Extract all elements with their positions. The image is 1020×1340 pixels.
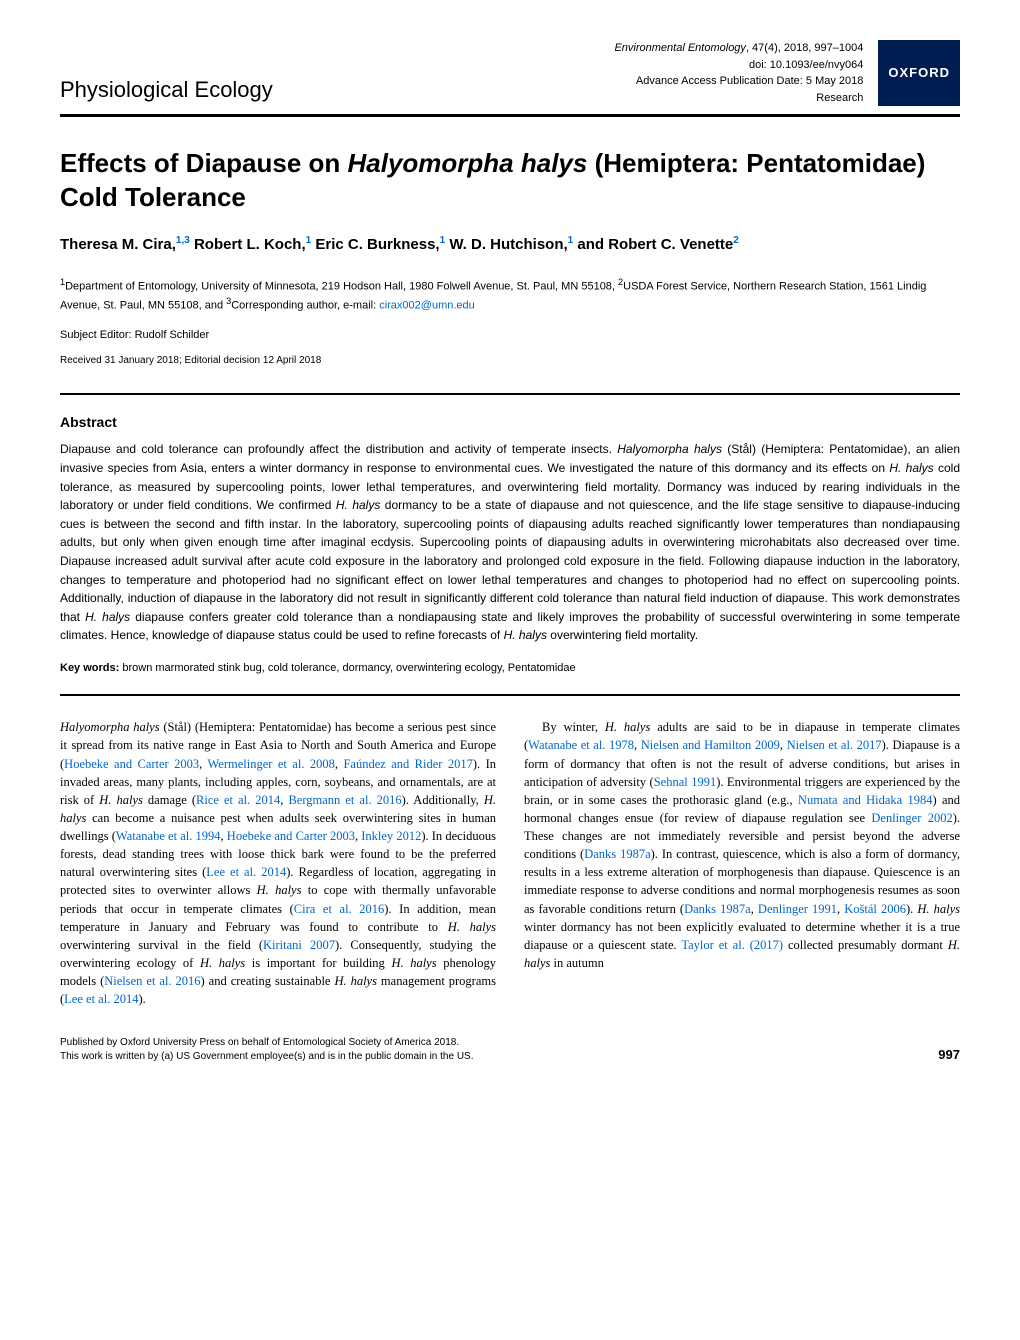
keywords-text: brown marmorated stink bug, cold toleran… bbox=[119, 662, 575, 674]
divider bbox=[60, 393, 960, 395]
header-right: Environmental Entomology, 47(4), 2018, 9… bbox=[614, 40, 960, 106]
article-type: Research bbox=[614, 90, 863, 107]
doi: doi: 10.1093/ee/nvy064 bbox=[614, 57, 863, 74]
journal-name: Environmental Entomology bbox=[614, 42, 745, 54]
keywords: Key words: brown marmorated stink bug, c… bbox=[60, 661, 960, 676]
abstract-text: Diapause and cold tolerance can profound… bbox=[60, 440, 960, 645]
body-text: Halyomorpha halys (Stål) (Hemiptera: Pen… bbox=[60, 718, 960, 1008]
copyright-line: This work is written by (a) US Governmen… bbox=[60, 1050, 474, 1064]
subject-editor: Subject Editor: Rudolf Schilder bbox=[60, 328, 960, 343]
publisher-badge: OXFORD bbox=[878, 40, 960, 106]
body-paragraph: Halyomorpha halys (Stål) (Hemiptera: Pen… bbox=[60, 718, 496, 1008]
journal-meta: Environmental Entomology, 47(4), 2018, 9… bbox=[614, 40, 863, 106]
page-footer: Published by Oxford University Press on … bbox=[60, 1036, 960, 1064]
pub-date: Advance Access Publication Date: 5 May 2… bbox=[614, 73, 863, 90]
abstract-heading: Abstract bbox=[60, 413, 960, 433]
citation: , 47(4), 2018, 997–1004 bbox=[746, 42, 863, 54]
body-paragraph: By winter, H. halys adults are said to b… bbox=[524, 718, 960, 972]
copyright-line: Published by Oxford University Press on … bbox=[60, 1036, 474, 1050]
page-header: Physiological Ecology Environmental Ento… bbox=[60, 40, 960, 117]
authors: Theresa M. Cira,1,3 Robert L. Koch,1 Eri… bbox=[60, 233, 960, 257]
title-species: Halyomorpha halys bbox=[348, 148, 588, 178]
affiliations: 1Department of Entomology, University of… bbox=[60, 276, 960, 314]
section-label: Physiological Ecology bbox=[60, 75, 273, 106]
divider bbox=[60, 694, 960, 696]
copyright: Published by Oxford University Press on … bbox=[60, 1036, 474, 1064]
title-pre: Effects of Diapause on bbox=[60, 148, 348, 178]
article-dates: Received 31 January 2018; Editorial deci… bbox=[60, 354, 960, 368]
keywords-label: Key words: bbox=[60, 662, 119, 674]
page-number: 997 bbox=[938, 1046, 960, 1064]
article-title: Effects of Diapause on Halyomorpha halys… bbox=[60, 147, 960, 215]
